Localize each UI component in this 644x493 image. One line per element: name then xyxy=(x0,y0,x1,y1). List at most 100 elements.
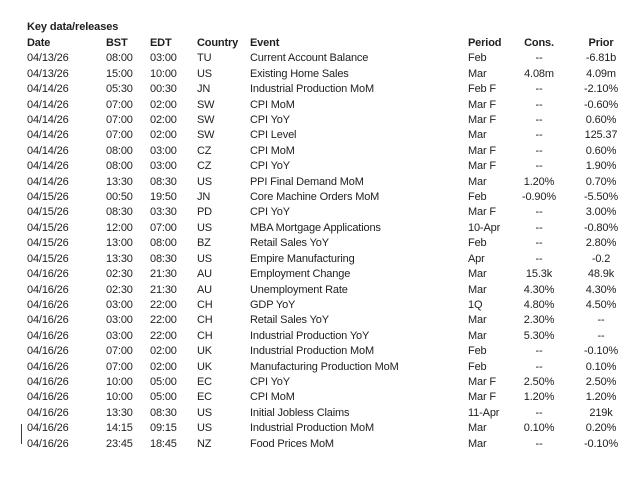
column-header-prior: Prior xyxy=(588,37,614,49)
cell-date: 04/16/26 xyxy=(27,283,69,296)
cell-date: 04/15/26 xyxy=(27,206,69,219)
cell-edt: 07:00 xyxy=(150,221,177,234)
cell-period: Feb xyxy=(468,52,487,65)
table-row: 04/14/26 07:00 02:00 SW CPI Level Mar --… xyxy=(27,128,636,143)
cell-period: Mar F xyxy=(468,144,496,157)
cell-edt: 02:00 xyxy=(150,98,177,111)
table-row: 04/15/26 08:30 03:30 PD CPI YoY Mar F --… xyxy=(27,205,636,220)
page-title: Key data/releases xyxy=(27,21,119,33)
cell-prior: 0.20% xyxy=(585,422,617,435)
cell-country: NZ xyxy=(197,437,212,450)
cell-country: UK xyxy=(197,360,212,373)
cell-edt: 19:50 xyxy=(150,191,177,204)
cell-event: Manufacturing Production MoM xyxy=(250,360,399,373)
cell-event: Retail Sales YoY xyxy=(250,237,329,250)
cell-cons: 4.30% xyxy=(523,283,555,296)
table-row: 04/16/26 02:30 21:30 AU Unemployment Rat… xyxy=(27,283,636,298)
table-row: 04/16/26 03:00 22:00 CH Industrial Produ… xyxy=(27,329,636,344)
cell-period: 10-Apr xyxy=(468,221,501,234)
cell-edt: 18:45 xyxy=(150,437,177,450)
column-header-date: Date xyxy=(27,37,51,49)
cell-country: BZ xyxy=(197,237,211,250)
cell-cons: -- xyxy=(535,360,543,373)
cell-country: UK xyxy=(197,345,212,358)
cell-bst: 08:30 xyxy=(106,206,133,219)
cell-edt: 02:00 xyxy=(150,360,177,373)
cell-event: CPI MoM xyxy=(250,144,295,157)
cell-edt: 03:00 xyxy=(150,52,177,65)
cell-prior: 4.09m xyxy=(586,67,616,80)
cell-edt: 08:30 xyxy=(150,175,177,188)
cell-date: 04/15/26 xyxy=(27,221,69,234)
cell-cons: 4.08m xyxy=(524,67,554,80)
cell-cons: 1.20% xyxy=(523,175,555,188)
cell-bst: 07:00 xyxy=(106,360,133,373)
cell-cons: -- xyxy=(535,98,543,111)
cell-edt: 22:00 xyxy=(150,329,177,342)
table-header-row: Date BST EDT Country Event Period Cons. … xyxy=(27,36,636,51)
cell-date: 04/16/26 xyxy=(27,360,69,373)
cell-bst: 08:00 xyxy=(106,160,133,173)
cell-period: Mar F xyxy=(468,206,496,219)
cell-bst: 13:30 xyxy=(106,252,133,265)
cell-event: Retail Sales YoY xyxy=(250,314,329,327)
cell-cons: 0.10% xyxy=(523,422,555,435)
cell-cons: -- xyxy=(535,83,543,96)
cell-event: Food Prices MoM xyxy=(250,437,334,450)
cell-bst: 15:00 xyxy=(106,67,133,80)
table-row: 04/16/26 13:30 08:30 US Initial Jobless … xyxy=(27,406,636,421)
cell-bst: 03:00 xyxy=(106,329,133,342)
cell-date: 04/15/26 xyxy=(27,191,69,204)
cell-prior: -6.81b xyxy=(585,52,617,65)
cell-prior: 3.00% xyxy=(585,206,617,219)
cell-event: PPI Final Demand MoM xyxy=(250,175,364,188)
cell-cons: -- xyxy=(535,345,543,358)
cell-edt: 21:30 xyxy=(150,283,177,296)
cell-country: AU xyxy=(197,268,212,281)
cell-period: Mar xyxy=(468,422,487,435)
table-body: 04/13/26 08:00 03:00 TU Current Account … xyxy=(27,51,636,452)
table-row: 04/16/26 03:00 22:00 CH Retail Sales YoY… xyxy=(27,313,636,328)
column-header-edt: EDT xyxy=(150,37,172,49)
cell-country: JN xyxy=(197,191,211,204)
cell-cons: -- xyxy=(535,406,543,419)
cell-bst: 14:15 xyxy=(106,422,133,435)
table-row: 04/16/26 03:00 22:00 CH GDP YoY 1Q 4.80%… xyxy=(27,298,636,313)
cell-bst: 13:30 xyxy=(106,406,133,419)
table-row: 04/14/26 13:30 08:30 US PPI Final Demand… xyxy=(27,175,636,190)
cell-period: 1Q xyxy=(468,298,483,311)
cell-bst: 07:00 xyxy=(106,98,133,111)
table-row: 04/15/26 13:00 08:00 BZ Retail Sales YoY… xyxy=(27,236,636,251)
cell-event: Existing Home Sales xyxy=(250,67,349,80)
cell-date: 04/15/26 xyxy=(27,252,69,265)
cell-date: 04/15/26 xyxy=(27,237,69,250)
cell-edt: 10:00 xyxy=(150,67,177,80)
cell-country: CH xyxy=(197,298,213,311)
cell-edt: 22:00 xyxy=(150,298,177,311)
cell-bst: 13:30 xyxy=(106,175,133,188)
cell-date: 04/16/26 xyxy=(27,298,69,311)
cell-prior: -- xyxy=(597,329,605,342)
cell-bst: 10:00 xyxy=(106,375,133,388)
table-row: 04/13/26 15:00 10:00 US Existing Home Sa… xyxy=(27,67,636,82)
cell-period: Mar xyxy=(468,329,487,342)
cell-prior: 2.50% xyxy=(585,375,617,388)
cell-period: Feb xyxy=(468,191,487,204)
cell-period: Mar xyxy=(468,175,487,188)
cell-prior: -0.2 xyxy=(591,252,611,265)
cell-cons: -- xyxy=(535,221,543,234)
cell-prior: 1.20% xyxy=(585,391,617,404)
cell-date: 04/16/26 xyxy=(27,345,69,358)
cell-event: CPI YoY xyxy=(250,114,290,127)
cell-country: CH xyxy=(197,329,213,342)
table-row: 04/16/26 10:00 05:00 EC CPI MoM Mar F 1.… xyxy=(27,390,636,405)
cell-bst: 07:00 xyxy=(106,114,133,127)
cell-event: Industrial Production MoM xyxy=(250,422,375,435)
table-row: 04/14/26 07:00 02:00 SW CPI MoM Mar F --… xyxy=(27,98,636,113)
cell-date: 04/14/26 xyxy=(27,160,69,173)
cell-event: CPI YoY xyxy=(250,375,290,388)
table-row: 04/15/26 13:30 08:30 US Empire Manufactu… xyxy=(27,252,636,267)
cell-prior: 125.37 xyxy=(584,129,618,142)
cell-date: 04/13/26 xyxy=(27,52,69,65)
cell-cons: 2.50% xyxy=(523,375,555,388)
